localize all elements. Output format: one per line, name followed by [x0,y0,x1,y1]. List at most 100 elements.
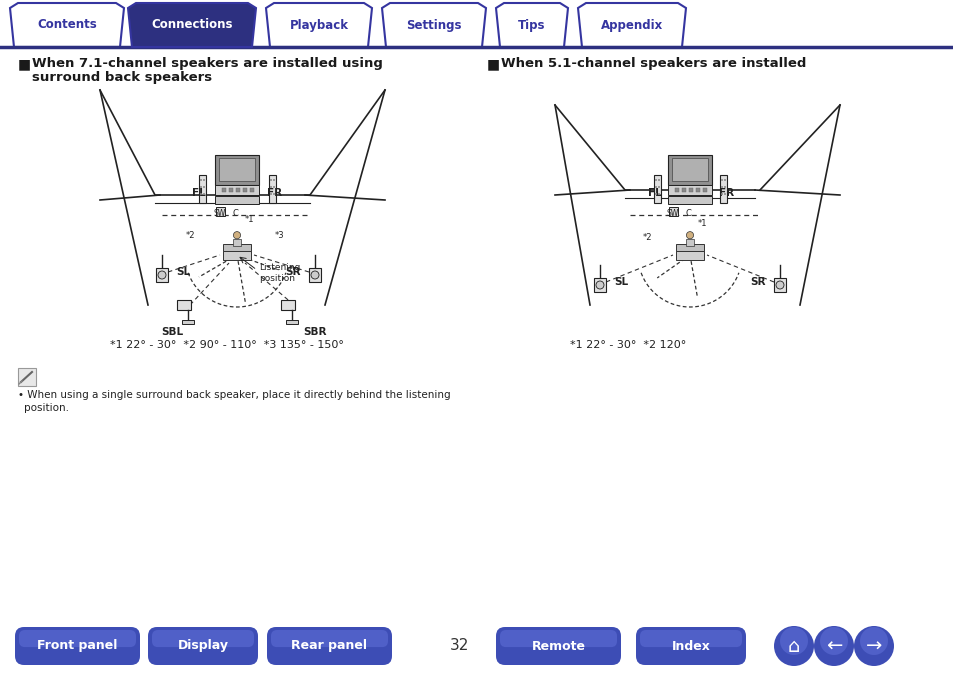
Bar [250,188,253,192]
Text: SBR: SBR [303,327,326,337]
Text: ←: ← [825,637,841,656]
Circle shape [859,627,887,655]
Text: SL: SL [175,267,190,277]
Text: Tips: Tips [517,18,545,32]
Text: *2: *2 [185,230,194,240]
Bar [309,268,320,282]
Bar [214,155,258,185]
Text: Index: Index [671,639,710,653]
Circle shape [820,627,847,655]
Circle shape [720,179,722,181]
Bar [696,188,700,192]
Circle shape [720,186,722,188]
Circle shape [273,193,274,195]
Text: Contents: Contents [37,18,97,32]
Circle shape [655,186,657,188]
Text: Settings: Settings [406,18,461,32]
Text: *3: *3 [274,230,284,240]
Text: Remote: Remote [531,639,585,653]
Text: FR: FR [267,188,282,198]
Bar [222,188,226,192]
Circle shape [596,281,603,289]
Polygon shape [496,3,567,47]
Circle shape [270,179,272,181]
Circle shape [685,232,693,239]
Circle shape [203,186,205,188]
Text: • When using a single surround back speaker, place it directly behind the listen: • When using a single surround back spea… [18,390,450,400]
Text: Appendix: Appendix [600,18,662,32]
Bar [667,155,711,185]
Circle shape [270,193,272,195]
Circle shape [158,271,166,279]
Text: SW: SW [666,209,679,217]
Text: Display: Display [177,639,229,653]
Bar [214,196,258,204]
Bar [222,244,252,250]
Text: →: → [865,637,882,656]
Bar [214,185,258,195]
FancyBboxPatch shape [636,627,745,665]
Bar [243,188,247,192]
Circle shape [270,186,272,188]
Circle shape [780,627,807,655]
Bar [654,175,660,203]
Circle shape [658,186,659,188]
Bar [667,185,711,195]
Circle shape [723,186,725,188]
Text: position.: position. [24,403,69,413]
Text: FR: FR [719,188,734,198]
Bar [18,368,36,386]
Text: FL: FL [192,188,206,198]
Text: surround back speakers: surround back speakers [32,71,212,84]
Text: Front panel: Front panel [37,639,117,653]
Bar [773,278,785,292]
Circle shape [655,193,657,195]
Text: *1: *1 [245,215,254,225]
FancyBboxPatch shape [19,630,136,647]
Circle shape [203,193,205,195]
Text: *1 22° - 30°  *2 90° - 110°  *3 135° - 150°: *1 22° - 30° *2 90° - 110° *3 135° - 150… [110,340,343,350]
Text: SW: SW [213,209,226,217]
Circle shape [723,193,725,195]
Circle shape [658,193,659,195]
Text: When 7.1-channel speakers are installed using: When 7.1-channel speakers are installed … [32,57,382,70]
Bar [269,175,275,203]
Text: FL: FL [647,188,661,198]
FancyBboxPatch shape [639,630,741,647]
Text: *2: *2 [641,232,651,242]
Bar [229,188,233,192]
Text: *1: *1 [698,219,707,227]
Bar [668,207,678,216]
Bar [688,188,692,192]
Text: Rear panel: Rear panel [292,639,367,653]
Bar [156,268,168,282]
Bar [720,175,726,203]
FancyBboxPatch shape [271,630,388,647]
Circle shape [200,186,202,188]
Bar [671,158,707,181]
Circle shape [203,179,205,181]
Text: Playback: Playback [289,18,348,32]
Text: SBL: SBL [161,327,183,337]
Circle shape [273,179,274,181]
Bar [286,320,297,324]
Circle shape [723,179,725,181]
FancyBboxPatch shape [267,627,392,665]
Circle shape [853,626,893,666]
Bar [675,244,703,250]
Circle shape [233,232,240,239]
Text: SR: SR [285,267,301,277]
FancyBboxPatch shape [496,627,620,665]
FancyBboxPatch shape [148,627,257,665]
Circle shape [311,271,318,279]
Text: SL: SL [614,277,627,287]
Circle shape [273,186,274,188]
Text: C: C [685,209,691,217]
Text: ■: ■ [18,57,31,71]
Circle shape [655,179,657,181]
Bar [681,188,685,192]
Text: ⌂: ⌂ [787,637,800,656]
Polygon shape [578,3,685,47]
Text: Connections: Connections [152,18,233,32]
Bar [233,239,240,246]
